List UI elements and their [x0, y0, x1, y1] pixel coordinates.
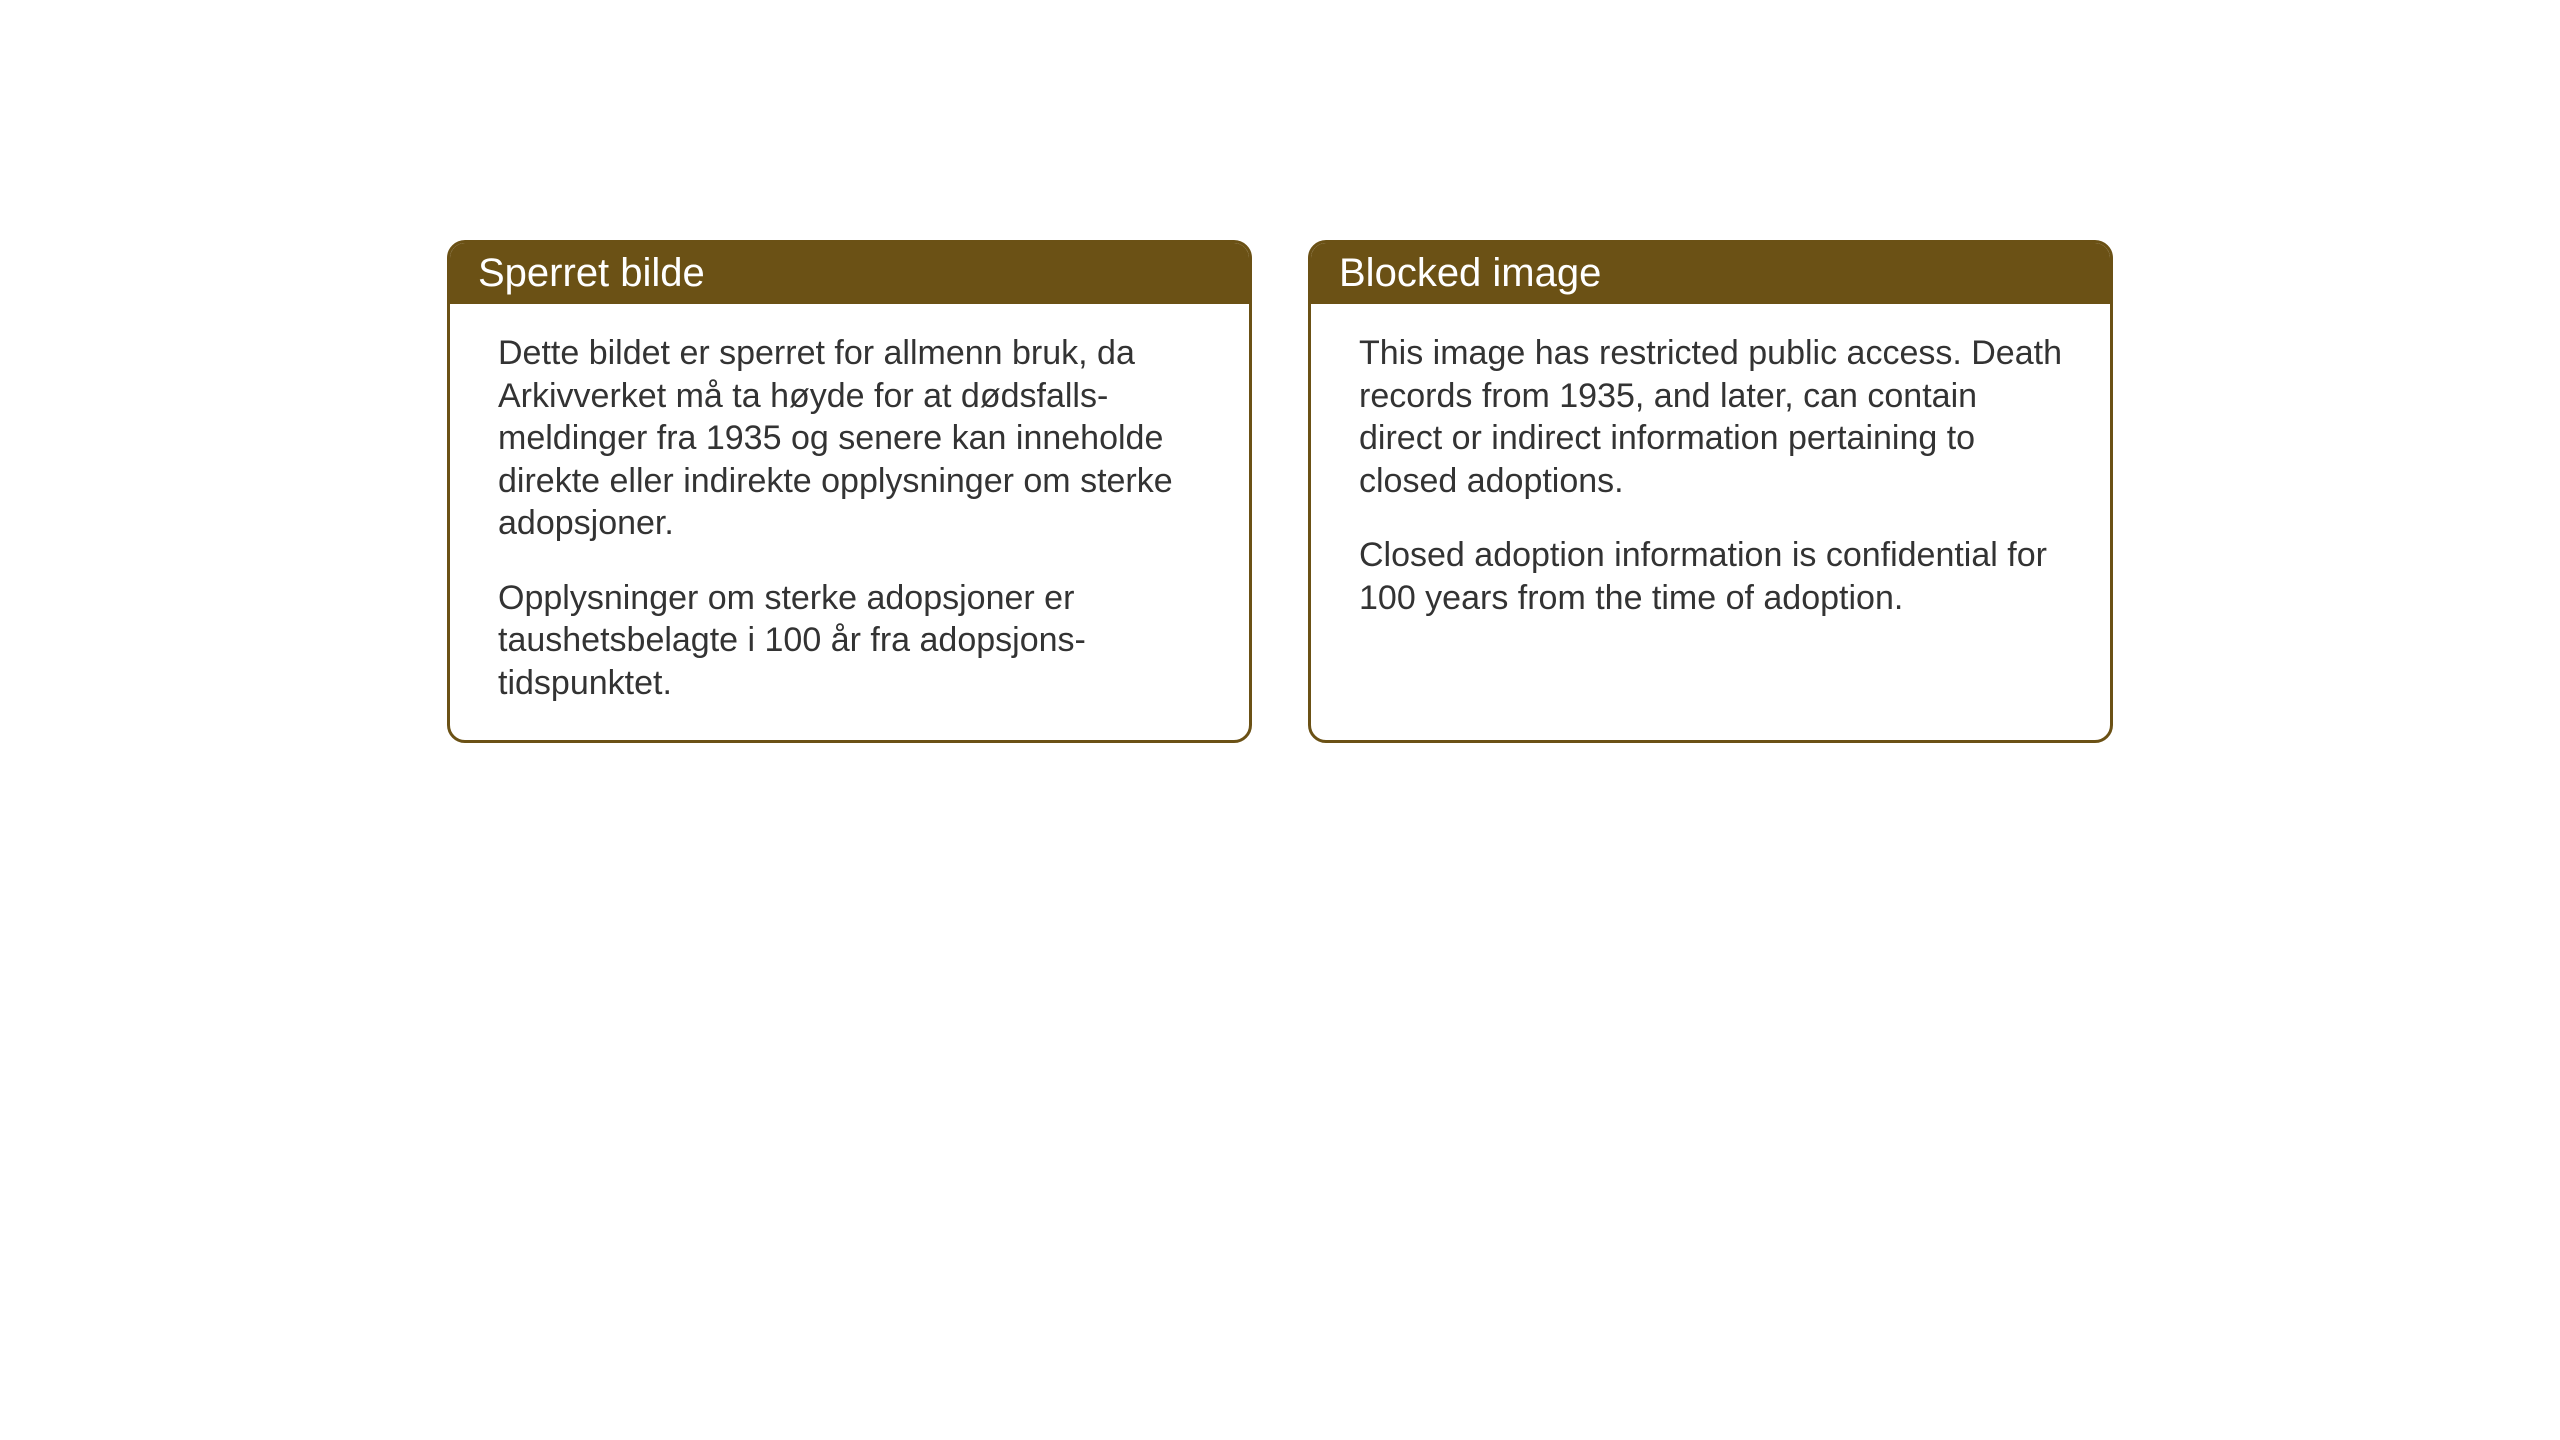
norwegian-card-title: Sperret bilde — [450, 243, 1249, 304]
norwegian-paragraph-1: Dette bildet er sperret for allmenn bruk… — [498, 332, 1201, 545]
english-paragraph-2: Closed adoption information is confident… — [1359, 534, 2062, 619]
norwegian-paragraph-2: Opplysninger om sterke adopsjoner er tau… — [498, 577, 1201, 705]
norwegian-notice-card: Sperret bilde Dette bildet er sperret fo… — [447, 240, 1252, 743]
english-notice-card: Blocked image This image has restricted … — [1308, 240, 2113, 743]
norwegian-card-body: Dette bildet er sperret for allmenn bruk… — [450, 304, 1249, 740]
english-paragraph-1: This image has restricted public access.… — [1359, 332, 2062, 502]
english-card-title: Blocked image — [1311, 243, 2110, 304]
notice-cards-container: Sperret bilde Dette bildet er sperret fo… — [447, 240, 2113, 743]
english-card-body: This image has restricted public access.… — [1311, 304, 2110, 655]
